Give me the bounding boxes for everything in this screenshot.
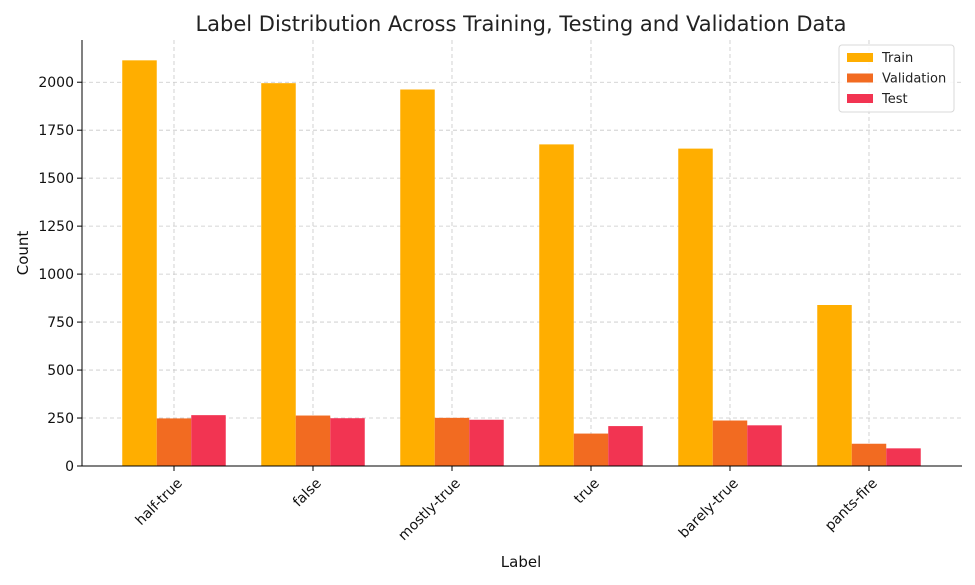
x-tick-label: false bbox=[290, 476, 325, 511]
legend-label-test: Test bbox=[881, 92, 908, 107]
y-tick-label: 250 bbox=[47, 411, 74, 427]
y-tick-label: 1500 bbox=[38, 171, 74, 187]
bar-validation-half-true bbox=[156, 418, 192, 466]
y-axis-label: Count bbox=[14, 231, 32, 276]
bar-train-half-true bbox=[122, 60, 157, 466]
x-tick-labels: half-true false mostly-true true barely-true… bbox=[133, 476, 881, 544]
chart-title: Label Distribution Across Training, Test… bbox=[195, 12, 846, 36]
legend: Train Validation Test bbox=[838, 44, 955, 113]
axes bbox=[77, 40, 962, 471]
x-tick-label: barely-true bbox=[676, 476, 742, 542]
y-tick-label: 1250 bbox=[38, 219, 74, 235]
bar-validation-true bbox=[573, 433, 609, 466]
bar-test-mostly-true bbox=[469, 419, 504, 466]
bar-test-barely-true bbox=[747, 425, 782, 466]
y-tick-label: 750 bbox=[47, 315, 74, 331]
legend-swatch-validation bbox=[847, 73, 873, 83]
bar-train-barely-true bbox=[678, 148, 713, 466]
bar-test-true bbox=[608, 426, 643, 466]
x-tick-label: true bbox=[571, 476, 603, 508]
bar-train-pants-fire bbox=[817, 305, 852, 466]
legend-label-train: Train bbox=[881, 51, 913, 66]
y-tick-label: 1750 bbox=[38, 123, 74, 139]
bar-train-true bbox=[539, 144, 574, 466]
x-tick-label: mostly-true bbox=[395, 476, 463, 544]
legend-swatch-train bbox=[847, 53, 873, 62]
bar-validation-false bbox=[295, 415, 331, 466]
bars bbox=[122, 60, 921, 467]
y-tick-label: 500 bbox=[47, 363, 74, 379]
bar-validation-mostly-true bbox=[434, 417, 470, 466]
bar-test-pants-fire bbox=[886, 448, 921, 466]
legend-label-validation: Validation bbox=[882, 72, 946, 87]
x-axis-label: Label bbox=[501, 553, 541, 571]
bar-validation-pants-fire bbox=[851, 443, 887, 466]
y-tick-labels: 0 250 500 750 1000 1250 1500 1750 2000 bbox=[38, 75, 74, 475]
bar-test-false bbox=[330, 418, 365, 466]
bar-train-false bbox=[261, 83, 296, 467]
y-tick-label: 1000 bbox=[38, 267, 74, 283]
legend-swatch-test bbox=[847, 94, 873, 103]
y-tick-label: 0 bbox=[65, 459, 74, 475]
bar-validation-barely-true bbox=[712, 420, 748, 466]
y-tick-label: 2000 bbox=[38, 75, 74, 91]
bar-train-mostly-true bbox=[400, 89, 435, 466]
x-tick-label: half-true bbox=[133, 476, 186, 529]
x-tick-label: pants-fire bbox=[822, 476, 881, 535]
bar-test-half-true bbox=[191, 415, 226, 466]
